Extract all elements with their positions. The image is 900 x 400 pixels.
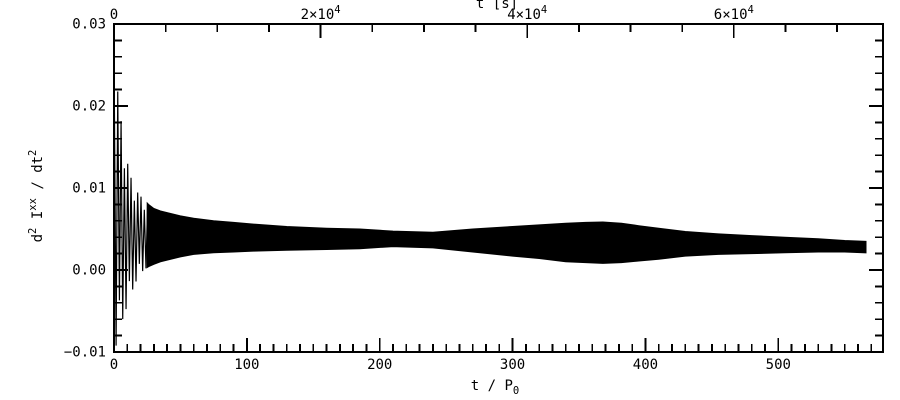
- x-tick-label: 0: [110, 357, 118, 373]
- top-tick-label: 4×104: [507, 4, 547, 23]
- y-axis-ticks-right: [869, 23, 883, 353]
- x-tick-label: 300: [500, 357, 525, 373]
- waveform-oscillation: [113, 91, 152, 346]
- y-tick-label: 0.01: [72, 181, 106, 197]
- y-tick-label: −0.01: [64, 345, 106, 361]
- plot-border: [113, 23, 884, 353]
- x-tick-label: 100: [234, 357, 259, 373]
- top-tick-label: 6×104: [714, 4, 754, 23]
- y-tick-labels: −0.01 0.00 0.01 0.02 0.03: [64, 17, 106, 361]
- top-tick-label: 2×104: [301, 4, 341, 23]
- x-tick-label: 200: [367, 357, 392, 373]
- x-tick-label: 400: [633, 357, 658, 373]
- top-axis-title: t [s]: [476, 0, 518, 12]
- y-tick-label: 0.00: [72, 263, 106, 279]
- top-tick-label: 0: [110, 7, 118, 23]
- x-tick-labels: 0 100 200 300 400 500: [110, 357, 791, 373]
- top-tick-labels: 0 2×104 4×104 6×104: [110, 4, 754, 23]
- x-axis-title: t / P0: [471, 378, 519, 397]
- waveform-envelope-fill: [146, 201, 867, 269]
- x-axis-ticks: [113, 338, 873, 352]
- y-tick-label: 0.03: [72, 17, 106, 33]
- y-tick-label: 0.02: [72, 99, 106, 115]
- x-tick-label: 500: [766, 357, 791, 373]
- y-axis-title: d2 Ixx / dt2: [27, 150, 46, 243]
- top-axis-ticks: [113, 24, 839, 38]
